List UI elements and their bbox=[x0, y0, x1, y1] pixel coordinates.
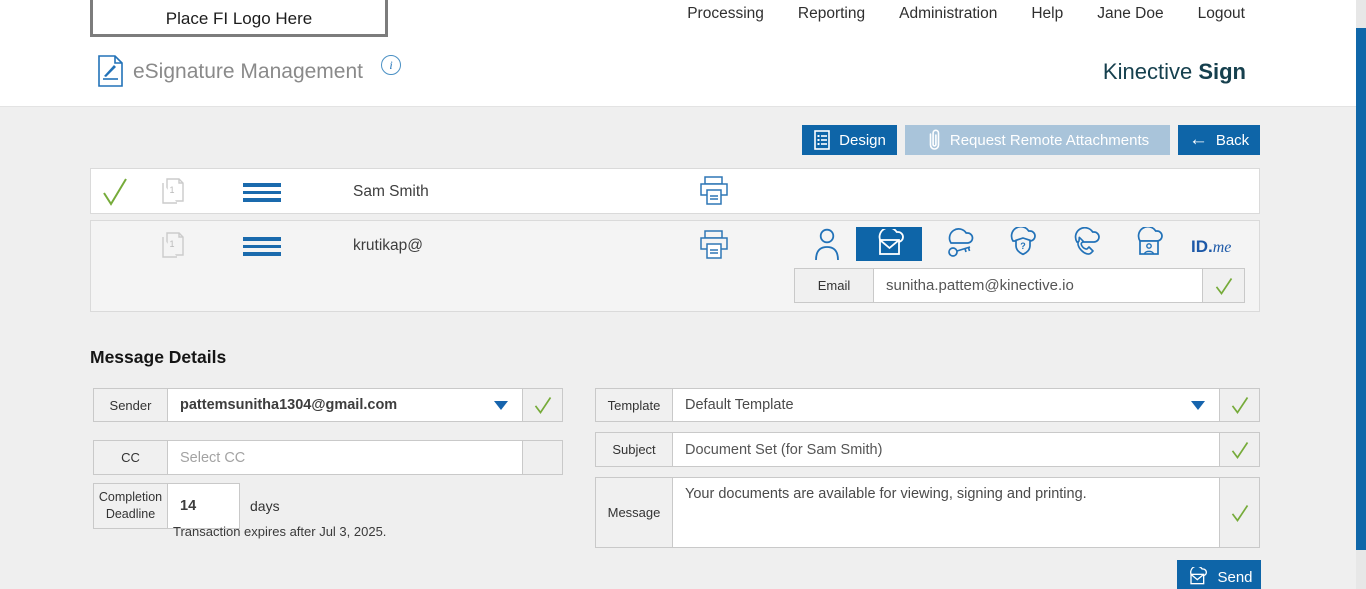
fi-logo-placeholder: Place FI Logo Here bbox=[90, 0, 388, 37]
nav-item-user[interactable]: Jane Doe bbox=[1097, 5, 1164, 22]
document-pages-icon[interactable]: 1 bbox=[159, 231, 185, 261]
chevron-down-icon[interactable] bbox=[494, 401, 508, 410]
nav-item-reporting[interactable]: Reporting bbox=[797, 5, 866, 22]
valid-check-icon bbox=[1231, 441, 1248, 459]
recipient-name: Sam Smith bbox=[353, 183, 429, 200]
scrollbar-thumb[interactable] bbox=[1356, 28, 1366, 550]
valid-check-icon bbox=[1231, 504, 1248, 522]
phone-auth-icon[interactable] bbox=[1065, 226, 1105, 262]
chevron-down-icon[interactable] bbox=[1191, 401, 1205, 410]
nav-item-administration[interactable]: Administration bbox=[899, 5, 998, 22]
design-button-label: Design bbox=[839, 131, 886, 149]
document-count: 1 bbox=[169, 185, 174, 195]
brand-logo: Kinective Sign bbox=[1103, 59, 1246, 85]
valid-check-icon bbox=[1231, 397, 1248, 414]
recipient-row-sam-smith: 1 Sam Smith bbox=[90, 168, 1260, 214]
expiration-note: Transaction expires after Jul 3, 2025. bbox=[173, 524, 387, 539]
cc-input[interactable] bbox=[168, 441, 522, 474]
info-icon[interactable]: i bbox=[381, 55, 401, 75]
top-nav: Processing Reporting Administration Help… bbox=[687, 0, 1245, 28]
print-icon[interactable] bbox=[699, 176, 729, 207]
send-button[interactable]: Send bbox=[1177, 560, 1261, 589]
subject-label: Subject bbox=[595, 432, 673, 467]
kba-question-icon[interactable]: ? bbox=[1002, 226, 1042, 262]
document-count: 1 bbox=[169, 239, 174, 249]
completed-check-icon bbox=[101, 176, 129, 208]
page-header: eSignature Management i Kinective Sign bbox=[0, 39, 1366, 107]
drag-handle-icon[interactable] bbox=[243, 183, 281, 202]
sender-label: Sender bbox=[93, 388, 168, 422]
message-details-heading: Message Details bbox=[90, 347, 227, 367]
sender-valid-cell bbox=[522, 388, 563, 422]
back-button[interactable]: ← Back bbox=[1178, 125, 1260, 155]
fi-logo-placeholder-text: Place FI Logo Here bbox=[165, 9, 313, 28]
completion-deadline-label: Completion Deadline bbox=[93, 483, 168, 529]
idme-auth-icon[interactable]: ID.me bbox=[1191, 237, 1231, 257]
top-bar: Place FI Logo Here Processing Reporting … bbox=[0, 0, 1366, 39]
subject-valid-cell bbox=[1219, 432, 1260, 467]
cc-label: CC bbox=[93, 440, 168, 475]
nav-item-processing[interactable]: Processing bbox=[687, 5, 764, 22]
subject-input[interactable] bbox=[673, 433, 1219, 466]
document-pages-icon[interactable]: 1 bbox=[159, 177, 185, 207]
photo-id-verification-icon[interactable] bbox=[1128, 226, 1168, 262]
sender-select[interactable] bbox=[168, 389, 522, 421]
back-button-label: Back bbox=[1215, 131, 1250, 149]
recipient-row-krutikap: 1 krutikap@ bbox=[90, 220, 1260, 312]
request-remote-attachments-button[interactable]: Request Remote Attachments bbox=[905, 125, 1170, 155]
completion-deadline-input[interactable] bbox=[168, 484, 239, 528]
template-label: Template bbox=[595, 388, 673, 422]
email-field-label: Email bbox=[794, 268, 874, 303]
recipient-name: krutikap@ bbox=[353, 237, 424, 254]
message-textarea[interactable]: Your documents are available for viewing… bbox=[673, 478, 1219, 547]
nav-item-logout[interactable]: Logout bbox=[1197, 5, 1245, 22]
template-select[interactable] bbox=[673, 389, 1219, 421]
drag-handle-icon[interactable] bbox=[243, 237, 281, 256]
idme-label-italic: me bbox=[1212, 239, 1232, 256]
email-valid-cell bbox=[1202, 268, 1245, 303]
message-valid-cell bbox=[1219, 477, 1260, 548]
in-person-signing-icon[interactable] bbox=[807, 226, 847, 262]
esignature-doc-pen-icon bbox=[97, 55, 124, 87]
paperclip-icon bbox=[926, 129, 942, 151]
nav-item-help[interactable]: Help bbox=[1031, 5, 1064, 22]
valid-check-icon bbox=[534, 397, 551, 414]
send-button-label: Send bbox=[1217, 568, 1253, 586]
idme-label-bold: ID. bbox=[1191, 237, 1213, 256]
page-title: eSignature Management bbox=[133, 60, 363, 83]
valid-check-icon bbox=[1215, 277, 1232, 295]
access-code-icon[interactable] bbox=[939, 226, 979, 262]
design-button[interactable]: Design bbox=[802, 125, 897, 155]
brand-name: Kinective bbox=[1102, 59, 1193, 84]
print-icon[interactable] bbox=[699, 230, 729, 261]
message-label: Message bbox=[595, 477, 673, 548]
email-input[interactable] bbox=[874, 269, 1202, 302]
design-icon bbox=[813, 130, 831, 150]
email-delivery-icon-selected[interactable] bbox=[856, 227, 922, 261]
back-arrow-icon: ← bbox=[1188, 128, 1208, 150]
cc-status-cell bbox=[522, 440, 563, 475]
brand-product: Sign bbox=[1198, 59, 1246, 84]
template-valid-cell bbox=[1219, 388, 1260, 422]
send-cloud-email-icon bbox=[1185, 567, 1209, 587]
svg-text:?: ? bbox=[1020, 241, 1026, 251]
scrollbar-track[interactable] bbox=[1356, 0, 1366, 589]
days-unit-label: days bbox=[250, 498, 280, 514]
request-remote-attachments-label: Request Remote Attachments bbox=[949, 131, 1150, 149]
